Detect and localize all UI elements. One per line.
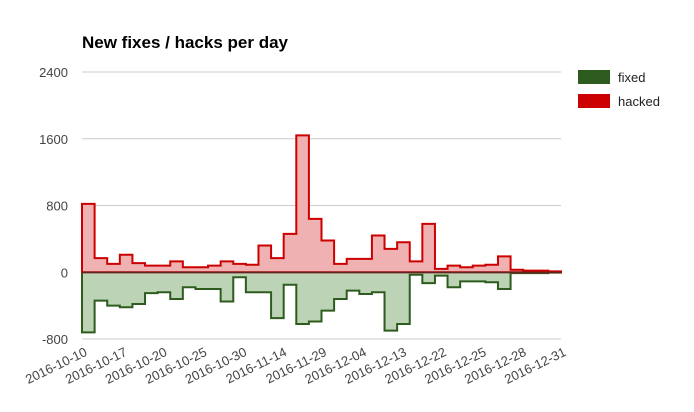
y-tick-label: 2400 [39, 65, 68, 80]
y-tick-label: 800 [46, 199, 68, 214]
plot-area [81, 134, 562, 334]
chart-title: New fixes / hacks per day [82, 33, 289, 52]
y-tick-label: 1600 [39, 132, 68, 147]
y-tick-label: 0 [61, 265, 68, 280]
x-axis: 2016-10-102016-10-172016-10-202016-10-25… [23, 344, 568, 387]
legend: fixed hacked [578, 70, 660, 109]
series-area-hacked [81, 134, 562, 274]
legend-swatch-fixed [578, 70, 610, 84]
series-area-fixed [81, 271, 562, 334]
y-axis: 2400 1600 800 0 -800 [39, 65, 68, 347]
legend-swatch-hacked [578, 94, 610, 108]
legend-label-fixed: fixed [618, 70, 645, 85]
y-tick-label: -800 [42, 332, 68, 347]
legend-label-hacked: hacked [618, 94, 660, 109]
